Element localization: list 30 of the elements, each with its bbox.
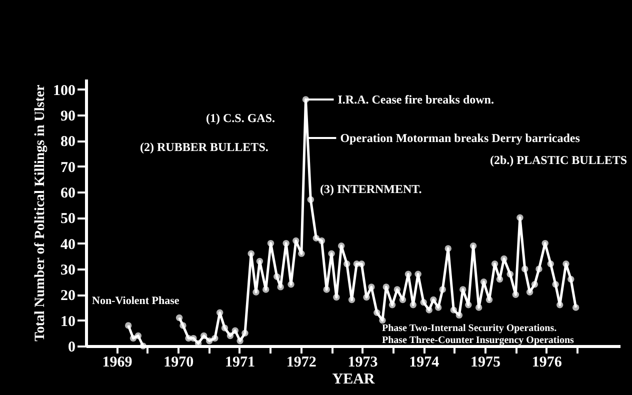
annotation: (1) C.S. GAS.: [206, 111, 276, 125]
x-tick-label: 1970: [164, 354, 194, 370]
x-tick-label: 1973: [348, 354, 378, 370]
y-tick-label: 20: [60, 288, 76, 304]
x-axis-title: YEAR: [332, 372, 375, 388]
annotation: Non-Violent Phase: [92, 295, 180, 307]
annotation: Phase Two-Internal Security Operations.: [382, 323, 558, 334]
x-tick-label: 1971: [224, 354, 255, 370]
y-tick-label: 0: [68, 340, 76, 356]
x-tick-label: 1969: [102, 354, 132, 370]
y-tick-label: 30: [60, 262, 76, 278]
y-tick-label: 40: [60, 236, 76, 253]
y-tick-label: 90: [60, 108, 76, 124]
y-tick-label: 10: [60, 314, 76, 330]
annotation: (3) INTERNMENT.: [320, 182, 422, 196]
x-tick-label: 1975: [470, 354, 500, 370]
annotation: Operation Motorman breaks Derry barricades: [340, 131, 580, 146]
y-tick-label: 60: [60, 185, 76, 202]
annotation: (2) RUBBER BULLETS.: [140, 140, 268, 154]
x-tick-label: 1974: [409, 354, 440, 370]
annotation: (2b.) PLASTIC BULLETS: [490, 153, 628, 167]
y-tick-label: 50: [60, 211, 76, 228]
y-tick-label: 70: [60, 160, 76, 176]
x-tick-label: 1972: [286, 354, 316, 370]
y-tick-label: 100: [53, 82, 76, 99]
x-tick-label: 1976: [532, 354, 562, 370]
annotation: I.R.A. Cease fire breaks down.: [338, 92, 494, 107]
y-tick-label: 80: [60, 134, 76, 150]
annotation: Phase Three-Counter Insurgency Operations: [382, 335, 574, 346]
y-axis-title: Total Number of Political Killings in Ulster: [33, 84, 48, 342]
